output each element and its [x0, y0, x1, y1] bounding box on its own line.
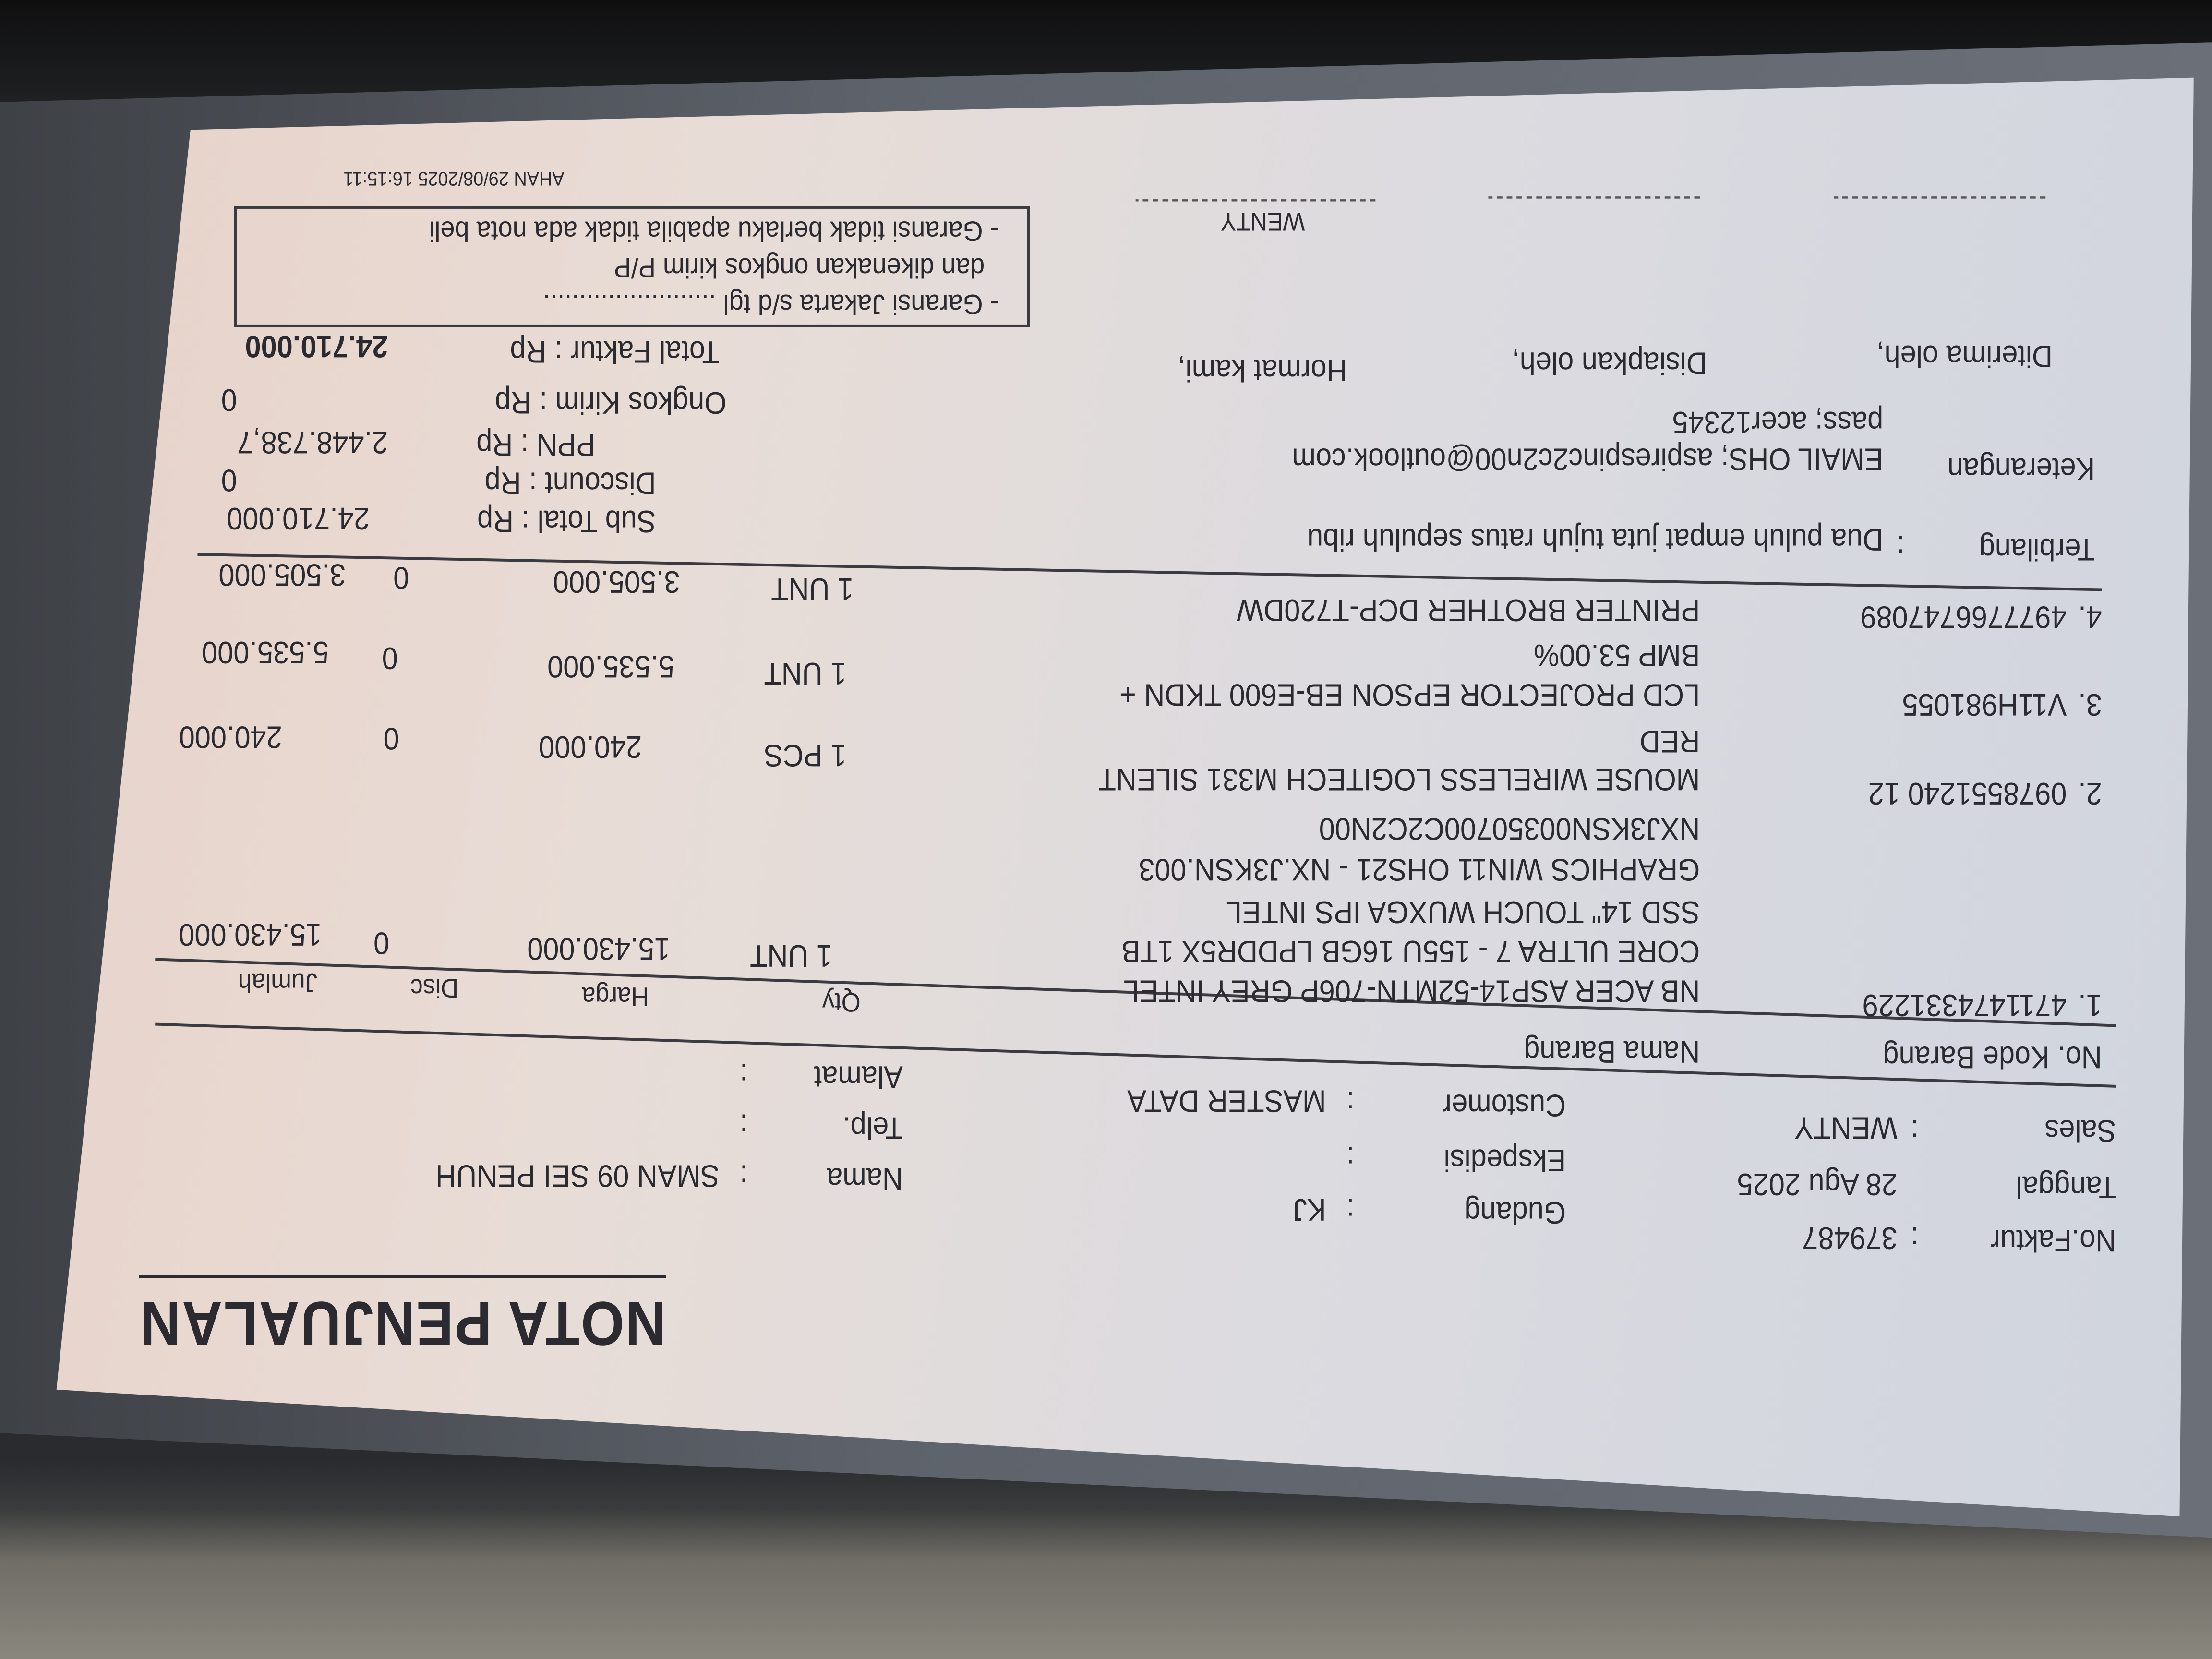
discount-label: Discount : Rp — [484, 465, 656, 501]
discount-value: 0 — [221, 462, 237, 498]
row-1-disc: 0 — [373, 925, 390, 961]
ppn-value: 2.448.738,7 — [237, 424, 388, 460]
row-1-kode: 4711474331229 — [1862, 987, 2067, 1023]
row-1-no: 1. — [2078, 987, 2102, 1023]
row-1-nama: SSD 14" TOUCH WUXGA IPS INTEL — [1226, 894, 1700, 930]
row-2-no: 2. — [2078, 776, 2102, 811]
warranty-box: - Garansi Jakarta s/d tgl ..............… — [234, 206, 1030, 327]
row-3-nama: BMP 53.00% — [1534, 637, 1700, 673]
row-3-no: 3. — [2078, 687, 2102, 722]
keterangan-value: EMAIL OHS; aspirespinc2c2n00@outlook.com — [1292, 441, 1884, 477]
row-4-harga: 3.505.000 — [553, 564, 680, 600]
sub-total-value: 24.710.000 — [227, 501, 370, 536]
row-3-jumlah: 5.535.000 — [202, 635, 329, 670]
print-footer: AHAN 29/08/2025 16:15:11 — [343, 168, 565, 191]
row-2-harga: 240.000 — [539, 729, 642, 765]
column-header-no-kode: No. Kode Barang — [1883, 1039, 2102, 1075]
table-bottom-rule — [197, 553, 2102, 591]
row-3-qty: 1 UNT — [764, 656, 847, 692]
row-1-nama: CORE ULTRA 7 - 155U 16GB LPDDR5X 1TB — [1121, 934, 1700, 969]
warranty-line: dan dikenakan ongkos kirim P/P — [613, 251, 985, 282]
row-2-jumlah: 240.000 — [179, 719, 282, 755]
row-3-disc: 0 — [382, 640, 398, 676]
row-4-no: 4. — [2078, 599, 2102, 635]
table-header-rule — [155, 958, 2116, 1027]
row-1-jumlah: 15.430.000 — [179, 917, 322, 952]
ongkos-kirim-label: Ongkos Kirim : Rp — [494, 385, 727, 421]
table-top-rule — [155, 1022, 2116, 1088]
warranty-line: - Garansi tidak berlaku apabila tidak ad… — [429, 214, 999, 246]
hormat-kami: Hormat kami, — [1177, 352, 1347, 388]
warranty-line: - Garansi Jakarta s/d tgl ..............… — [543, 288, 999, 319]
column-header-jumlah: Jumlah — [238, 966, 318, 996]
row-2-kode: 0978551240 12 — [1868, 776, 2067, 811]
column-header-nama-barang: Nama Barang — [1524, 1034, 1700, 1070]
row-1-nama: GRAPHICS WIN11 OHS21 - NX.J3KSN.003 — [1139, 852, 1700, 888]
row-4-nama: PRINTER BROTHER DCP-T720DW — [1237, 592, 1700, 628]
row-2-qty: 1 PCS — [764, 737, 847, 773]
terbilang-value: Dua puluh empat juta tujuh ratus sepuluh… — [1307, 522, 1884, 557]
row-1-nama: NB ACER ASP14-52MTN-706P GREY INTEL — [1123, 973, 1700, 1009]
column-header-qty: Qty — [822, 986, 861, 1016]
sub-total-label: Sub Total : Rp — [477, 504, 656, 539]
diterima-oleh: Diterima oleh, — [1876, 338, 2053, 374]
keterangan-value: pass; acer12345 — [1672, 405, 1884, 440]
disiapkan-oleh: Disiapkan oleh, — [1512, 346, 1707, 381]
keterangan-label: Keterangan — [1947, 451, 2095, 487]
column-header-harga: Harga — [581, 980, 649, 1010]
row-4-disc: 0 — [393, 560, 409, 596]
row-2-disc: 0 — [383, 721, 399, 757]
ppn-label: PPN : Rp — [476, 427, 596, 463]
row-3-harga: 5.535.000 — [547, 649, 674, 685]
row-4-kode: 4977766747089 — [1860, 599, 2067, 635]
ongkos-kirim-value: 0 — [221, 382, 237, 418]
signer-name: WENTY — [1220, 207, 1305, 236]
row-4-jumlah: 3.505.000 — [218, 557, 346, 593]
row-2-nama: RED — [1639, 723, 1700, 759]
row-1-harga: 15.430.000 — [527, 931, 670, 967]
column-header-disc: Disc — [410, 972, 459, 1002]
row-4-qty: 1 UNT — [771, 571, 854, 607]
row-1-qty: 1 UNT — [750, 938, 832, 974]
row-1-nama: NXJ3KSN00350700C2C2N00 — [1319, 811, 1700, 847]
terbilang-label: Terbilang — [1979, 531, 2095, 567]
total-faktur-value: 24.710.000 — [245, 328, 388, 364]
sep: : — [1896, 529, 1905, 565]
row-3-kode: V11H981055 — [1902, 687, 2067, 722]
total-faktur-label: Total Faktur : Rp — [510, 334, 720, 370]
row-2-nama: MOUSE WIRELESS LOGITECH M331 SILENT — [1098, 761, 1700, 797]
row-3-nama: LCD PROJECTOR EPSON EB-E600 TKDN + — [1119, 677, 1700, 713]
